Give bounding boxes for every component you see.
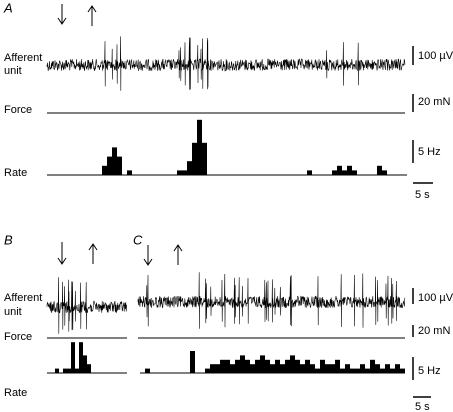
- rate-bar: [202, 142, 207, 175]
- rate-bar: [102, 165, 107, 175]
- rate-bar: [300, 364, 305, 373]
- trace-label: unit: [4, 65, 22, 77]
- rate-bar: [177, 170, 182, 175]
- rate-bar: [285, 359, 290, 373]
- force-label: Force: [4, 331, 32, 343]
- rate-bar: [182, 170, 187, 175]
- rate-bar: [345, 364, 350, 373]
- rate-bar: [330, 364, 335, 373]
- scale-label: 5 s: [415, 189, 430, 201]
- rate-bar: [335, 359, 340, 373]
- rate-bar: [390, 368, 395, 373]
- rate-bar: [370, 359, 375, 373]
- scale-label: 5 s: [415, 401, 430, 412]
- rate-bar: [305, 359, 310, 373]
- scale-label: 100 µV: [418, 292, 453, 304]
- rate-bar: [307, 170, 312, 175]
- rate-bar: [365, 368, 370, 373]
- neural-trace: [46, 36, 406, 91]
- rate-bar: [315, 368, 320, 373]
- rate-bar: [67, 368, 71, 373]
- rate-bar: [352, 170, 357, 175]
- rate-bar: [360, 364, 365, 373]
- rate-bar: [112, 147, 117, 175]
- rate-bar: [117, 156, 122, 175]
- rate-bar: [250, 364, 255, 373]
- rate-bar: [240, 355, 245, 373]
- rate-bar: [55, 368, 59, 373]
- rate-bar: [235, 359, 240, 373]
- rate-bar: [63, 368, 67, 373]
- rate-bar: [190, 351, 195, 373]
- rate-bar: [145, 368, 150, 373]
- rate-bar: [382, 170, 387, 175]
- rate-bar: [380, 368, 385, 373]
- rate-bar: [87, 364, 91, 373]
- force-label: Force: [4, 104, 32, 116]
- rate-bar: [325, 364, 330, 373]
- rate-bar: [192, 142, 197, 175]
- rate-label: Rate: [4, 387, 27, 399]
- rate-bar: [79, 342, 83, 373]
- panel-label: C: [133, 232, 143, 247]
- rate-bar: [290, 355, 295, 373]
- rate-bar: [255, 359, 260, 373]
- rate-bar: [83, 355, 87, 373]
- rate-bar: [385, 364, 390, 373]
- trace-label: Afferent: [4, 292, 42, 304]
- rate-bar: [395, 364, 400, 373]
- rate-bar: [310, 364, 315, 373]
- rate-bar: [350, 368, 355, 373]
- rate-bar: [280, 364, 285, 373]
- rate-bar: [215, 364, 220, 373]
- rate-bar: [347, 165, 352, 175]
- rate-bar: [375, 364, 380, 373]
- scale-label: 5 Hz: [418, 365, 441, 377]
- rate-bar: [245, 359, 250, 373]
- trace-label: Afferent: [4, 52, 42, 64]
- rate-bar: [187, 161, 192, 175]
- rate-bar: [260, 355, 265, 373]
- rate-bar: [355, 368, 360, 373]
- rate-bar: [127, 170, 132, 175]
- scale-label: 5 Hz: [418, 146, 441, 158]
- rate-bar: [320, 359, 325, 373]
- trace-label: unit: [4, 306, 22, 318]
- rate-bar: [225, 359, 230, 373]
- scale-label: 100 µV: [418, 50, 453, 62]
- scale-label: 20 mN: [418, 96, 450, 108]
- rate-bar: [230, 364, 235, 373]
- rate-bar: [197, 119, 202, 175]
- rate-bar: [71, 342, 75, 373]
- rate-bar: [400, 368, 405, 373]
- rate-bar: [342, 170, 347, 175]
- rate-bar: [107, 156, 112, 175]
- rate-bar: [377, 165, 382, 175]
- rate-bar: [295, 359, 300, 373]
- rate-bar: [275, 359, 280, 373]
- rate-bar: [265, 359, 270, 373]
- rate-bar: [340, 368, 345, 373]
- rate-bar: [332, 170, 337, 175]
- scale-label: 20 mN: [418, 325, 450, 337]
- rate-bar: [210, 364, 215, 373]
- panel-label: B: [4, 232, 13, 247]
- rate-bar: [270, 364, 275, 373]
- arrows: [57, 4, 183, 266]
- rate-bar: [337, 165, 342, 175]
- neural-trace: [46, 277, 127, 334]
- neural-trace: [137, 272, 406, 329]
- panel-label: A: [3, 0, 13, 15]
- rate-bar: [75, 368, 79, 373]
- rate-bar: [220, 359, 225, 373]
- rate-label: Rate: [4, 167, 27, 179]
- rate-bar: [205, 368, 210, 373]
